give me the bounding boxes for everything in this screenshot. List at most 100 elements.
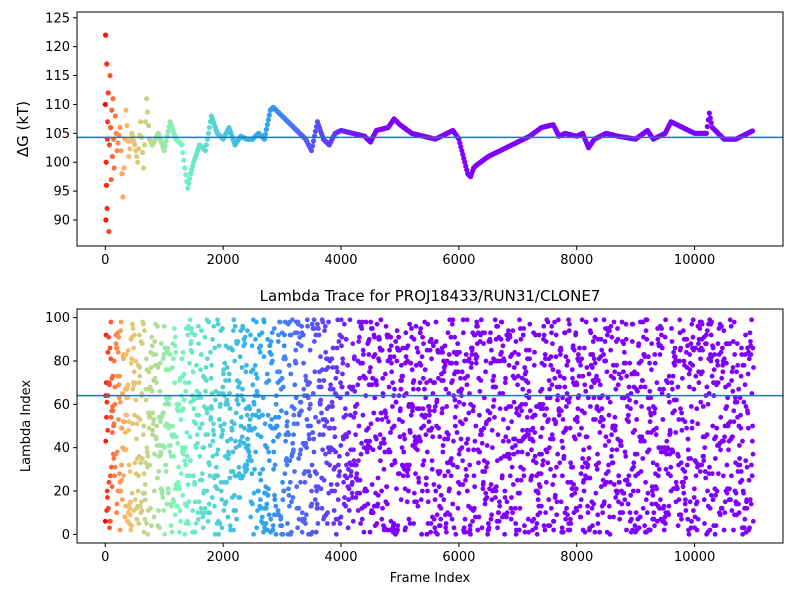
lambda-point — [226, 378, 232, 383]
lambda-point — [659, 326, 665, 331]
lambda-point — [149, 388, 155, 394]
lambda-point — [724, 462, 730, 468]
lambda-point — [542, 352, 548, 357]
lambda-point — [622, 497, 628, 503]
lambda-point — [326, 404, 332, 409]
lambda-point — [204, 378, 209, 383]
lambda-point — [579, 425, 584, 431]
lambda-point — [453, 531, 459, 537]
lambda-point — [485, 531, 491, 537]
delta-g-point — [105, 90, 111, 96]
lambda-axes-frame — [76, 308, 784, 544]
lambda-point — [138, 460, 144, 466]
lambda-point — [266, 486, 271, 492]
lambda-point — [263, 505, 269, 511]
lambda-point — [338, 443, 344, 448]
lambda-point — [194, 362, 199, 368]
lambda-point — [207, 510, 213, 516]
lambda-point — [220, 427, 226, 433]
lambda-point — [319, 410, 324, 416]
lambda-point — [343, 336, 349, 342]
lambda-point — [372, 352, 378, 357]
lambda-point — [358, 521, 363, 526]
lambda-point — [720, 473, 726, 479]
lambda-point — [104, 399, 110, 405]
lambda-point — [154, 423, 160, 429]
lambda-point — [358, 451, 364, 457]
lambda-point — [488, 330, 493, 336]
lambda-point — [690, 334, 696, 340]
lambda-point — [157, 525, 162, 531]
delta-g-x-tick-label: 4000 — [324, 253, 357, 268]
lambda-point — [302, 479, 308, 485]
lambda-point — [493, 384, 499, 390]
lambda-point — [146, 425, 152, 431]
lambda-point — [304, 317, 310, 323]
lambda-point — [292, 382, 298, 388]
lambda-point — [578, 497, 584, 503]
lambda-point — [510, 328, 516, 334]
lambda-point — [113, 384, 118, 390]
lambda-point — [218, 488, 224, 494]
lambda-point — [663, 466, 669, 472]
lambda-point — [519, 375, 525, 381]
lambda-point — [449, 321, 455, 327]
lambda-point — [547, 395, 553, 401]
lambda-point — [290, 317, 295, 323]
lambda-point — [341, 321, 347, 327]
lambda-point — [102, 518, 108, 524]
lambda-point — [749, 438, 755, 444]
delta-g-point — [205, 130, 212, 136]
lambda-point — [287, 458, 293, 464]
lambda-point — [445, 436, 451, 442]
lambda-point — [498, 336, 504, 342]
lambda-point — [154, 380, 159, 386]
lambda-point — [713, 434, 719, 440]
lambda-point — [266, 512, 272, 518]
lambda-point — [254, 525, 260, 531]
lambda-point — [731, 319, 737, 325]
lambda-point — [515, 382, 520, 388]
lambda-point — [585, 503, 590, 509]
lambda-point — [738, 412, 743, 418]
delta-g-point — [134, 153, 140, 160]
lambda-point — [579, 356, 585, 362]
lambda-point — [258, 434, 264, 440]
lambda-point — [137, 373, 143, 379]
lambda-point — [166, 401, 172, 407]
lambda-point — [379, 347, 385, 353]
lambda-point — [567, 527, 573, 533]
lambda-point — [367, 438, 373, 444]
lambda-point — [259, 505, 264, 511]
lambda-point — [601, 317, 607, 323]
lambda-point — [251, 531, 256, 537]
lambda-point — [433, 488, 439, 494]
lambda-point — [151, 488, 157, 494]
lambda-x-tick-label: 0 — [101, 550, 109, 565]
delta-g-point — [107, 124, 114, 131]
lambda-point — [657, 352, 663, 357]
lambda-point — [736, 386, 742, 392]
lambda-point — [520, 427, 525, 433]
lambda-point — [565, 358, 571, 364]
lambda-point — [629, 339, 635, 344]
lambda-point — [306, 432, 312, 438]
lambda-point — [706, 391, 712, 396]
lambda-point — [167, 449, 173, 455]
lambda-point — [701, 458, 707, 464]
lambda-point — [626, 384, 632, 390]
lambda-point — [739, 477, 745, 483]
lambda-point — [108, 518, 113, 524]
lambda-point — [661, 386, 666, 392]
lambda-point — [750, 518, 756, 524]
lambda-point — [709, 471, 715, 477]
lambda-point — [272, 492, 277, 498]
lambda-point — [192, 529, 198, 535]
lambda-point — [468, 365, 474, 370]
lambda-point — [420, 462, 426, 468]
lambda-point — [204, 488, 210, 494]
delta-g-point — [310, 138, 317, 144]
lambda-point — [445, 330, 451, 336]
lambda-x-tick-label: 10000 — [674, 550, 715, 565]
lambda-point — [588, 384, 594, 390]
